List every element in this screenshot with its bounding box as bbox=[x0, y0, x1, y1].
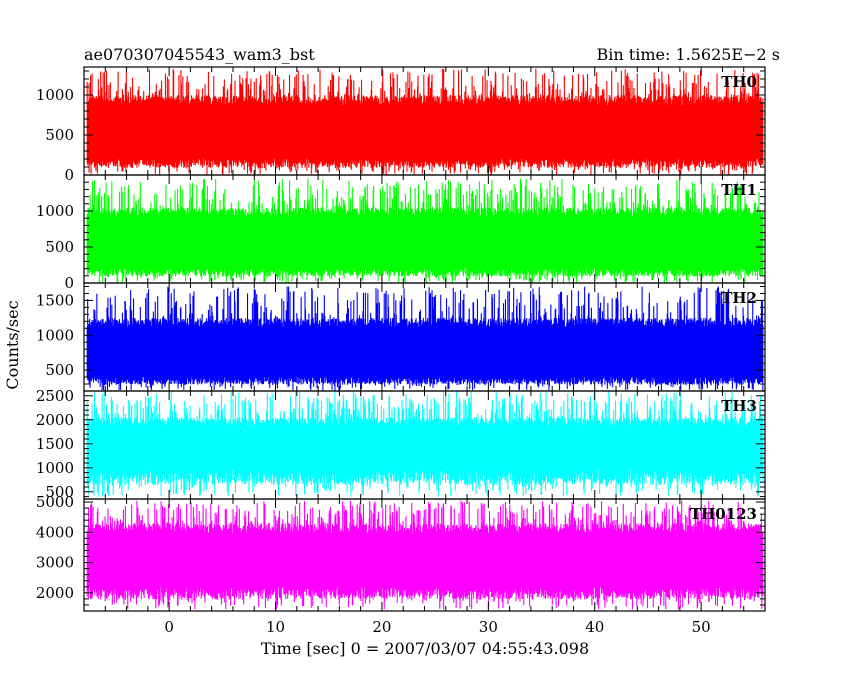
series-th0 bbox=[86, 68, 764, 175]
y-tick-label: 500 bbox=[45, 483, 74, 501]
y-tick-label: 5000 bbox=[36, 493, 74, 511]
x-axis-title: Time [sec] 0 = 2007/03/07 04:55:43.098 bbox=[261, 639, 589, 658]
y-tick-label: 1500 bbox=[36, 291, 74, 309]
y-axis-title: Counts/sec bbox=[3, 300, 22, 389]
panel-label: TH0 bbox=[721, 73, 757, 91]
x-tick-label: 30 bbox=[479, 618, 498, 636]
y-tick-label: 500 bbox=[45, 238, 74, 256]
y-tick-label: 0 bbox=[64, 274, 74, 292]
y-tick-label: 3000 bbox=[36, 554, 74, 572]
y-tick-label: 2500 bbox=[36, 387, 74, 405]
y-tick-label: 1000 bbox=[36, 459, 74, 477]
series-th2 bbox=[86, 286, 764, 391]
panel-label: TH1 bbox=[721, 181, 757, 199]
bin-time-label: Bin time: 1.5625E−2 s bbox=[597, 45, 780, 64]
x-tick-label: 40 bbox=[585, 618, 604, 636]
y-tick-label: 2000 bbox=[36, 411, 74, 429]
y-tick-label: 1000 bbox=[36, 202, 74, 220]
y-tick-label: 1500 bbox=[36, 435, 74, 453]
series-th1 bbox=[86, 178, 764, 283]
y-tick-label: 2000 bbox=[36, 584, 74, 602]
x-tick-label: 0 bbox=[164, 618, 174, 636]
y-tick-label: 500 bbox=[45, 361, 74, 379]
panel-th2: 500 1000 1500 TH2 bbox=[36, 282, 766, 392]
panel-label: TH2 bbox=[721, 289, 757, 307]
x-tick-label: 20 bbox=[372, 618, 391, 636]
y-tick-label: 1000 bbox=[36, 326, 74, 344]
panel-th3: 500 1000 1500 2000 2500 TH3 bbox=[36, 387, 766, 501]
y-tick-label: 0 bbox=[64, 166, 74, 184]
panel-label: TH0123 bbox=[690, 505, 757, 523]
source-title: ae070307045543_wam3_bst bbox=[84, 45, 315, 64]
series-th3 bbox=[86, 391, 764, 497]
panel-th1: 0 500 1000 TH1 bbox=[36, 174, 766, 292]
panel-th0: 0 500 1000 TH0 bbox=[36, 66, 766, 184]
x-tick-label: 10 bbox=[266, 618, 285, 636]
panel-label: TH3 bbox=[721, 397, 757, 415]
y-tick-label: 4000 bbox=[36, 523, 74, 541]
series-th0123 bbox=[86, 500, 764, 610]
panel-th0123: 2000 3000 4000 5000 TH0123 bbox=[36, 493, 766, 612]
y-tick-label: 500 bbox=[45, 126, 74, 144]
y-tick-label: 1000 bbox=[36, 86, 74, 104]
x-tick-label: 50 bbox=[692, 618, 711, 636]
